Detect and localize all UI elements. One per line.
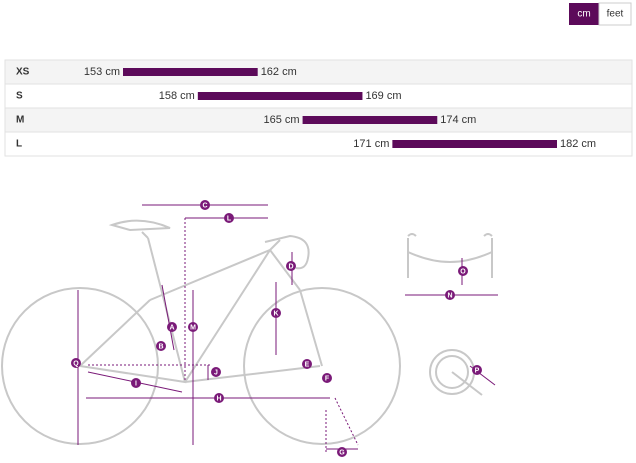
cm-button[interactable] [569,3,599,25]
handlebar-dims [405,258,498,296]
saddle [108,219,171,239]
size-label: L [16,139,22,150]
label-dot [214,393,224,403]
diagram-letter: H [216,395,221,402]
range-bar [302,116,438,124]
row-bg [4,59,633,85]
label-dot [131,378,141,388]
label-dot [472,365,482,375]
high-label: 182 cm [560,138,596,150]
label-dot [188,322,198,332]
front-wheel [243,287,401,445]
label-dot [286,261,296,271]
guide-lines [88,218,359,452]
low-label: 158 cm [159,90,195,102]
high-label: 169 cm [365,90,401,102]
bike-drawing [1,204,498,452]
crank [451,371,483,396]
chainring-inner [435,355,469,389]
diagram-letter: E [305,361,310,368]
label-dot [200,200,210,210]
diagram-letter: A [169,324,174,331]
rear-wheel [1,287,159,445]
label-dot [271,308,281,318]
diagram-letter: Q [73,360,79,367]
label-dot [337,447,347,457]
diagram-letter: D [288,263,293,270]
range-bar [123,68,258,76]
size-label: S [16,91,23,102]
diagram-letter: P [475,367,480,374]
label-dot [302,359,312,369]
diagram-labels: A B C D E F G H I J K L M N O P Q [71,200,482,457]
diagram-letter: K [273,310,278,317]
label-dot [445,290,455,300]
high-label: 162 cm [261,66,297,78]
frame [79,237,323,384]
size-rows: XS 153 cm 162 cm S 158 cm 169 cm M 165 cm 174 cm… [4,59,633,157]
size-label: M [16,115,24,126]
diagram-letter: J [214,369,218,376]
label-dot [156,341,166,351]
row-bg [4,83,633,109]
range-bar [197,92,363,100]
label-dot [224,213,234,223]
diagram-letter: B [158,343,163,350]
high-label: 174 cm [440,114,476,126]
low-label: 165 cm [264,114,300,126]
range-bar [392,140,557,148]
diagram-letter: F [325,375,330,382]
handlebar [264,234,310,270]
feet-button[interactable] [598,2,632,26]
label-dot [71,358,81,368]
diagram-letter: N [447,292,452,299]
cm-label[interactable]: cm [577,9,590,20]
low-label: 171 cm [353,138,389,150]
diagram-letter: L [227,215,232,222]
low-label: 153 cm [84,66,120,78]
diagram-letter: I [135,380,137,387]
handlebar-detail [407,233,493,278]
label-dot [322,373,332,383]
diagram-letter: M [190,324,196,331]
size-label: XS [16,67,30,78]
label-dot [167,322,177,332]
label-dot [211,367,221,377]
label-dot [458,266,468,276]
diagram-letter: G [339,449,345,456]
diagram-letter: C [202,202,207,209]
diagram-letter: O [460,268,466,275]
feet-label[interactable]: feet [607,9,624,20]
